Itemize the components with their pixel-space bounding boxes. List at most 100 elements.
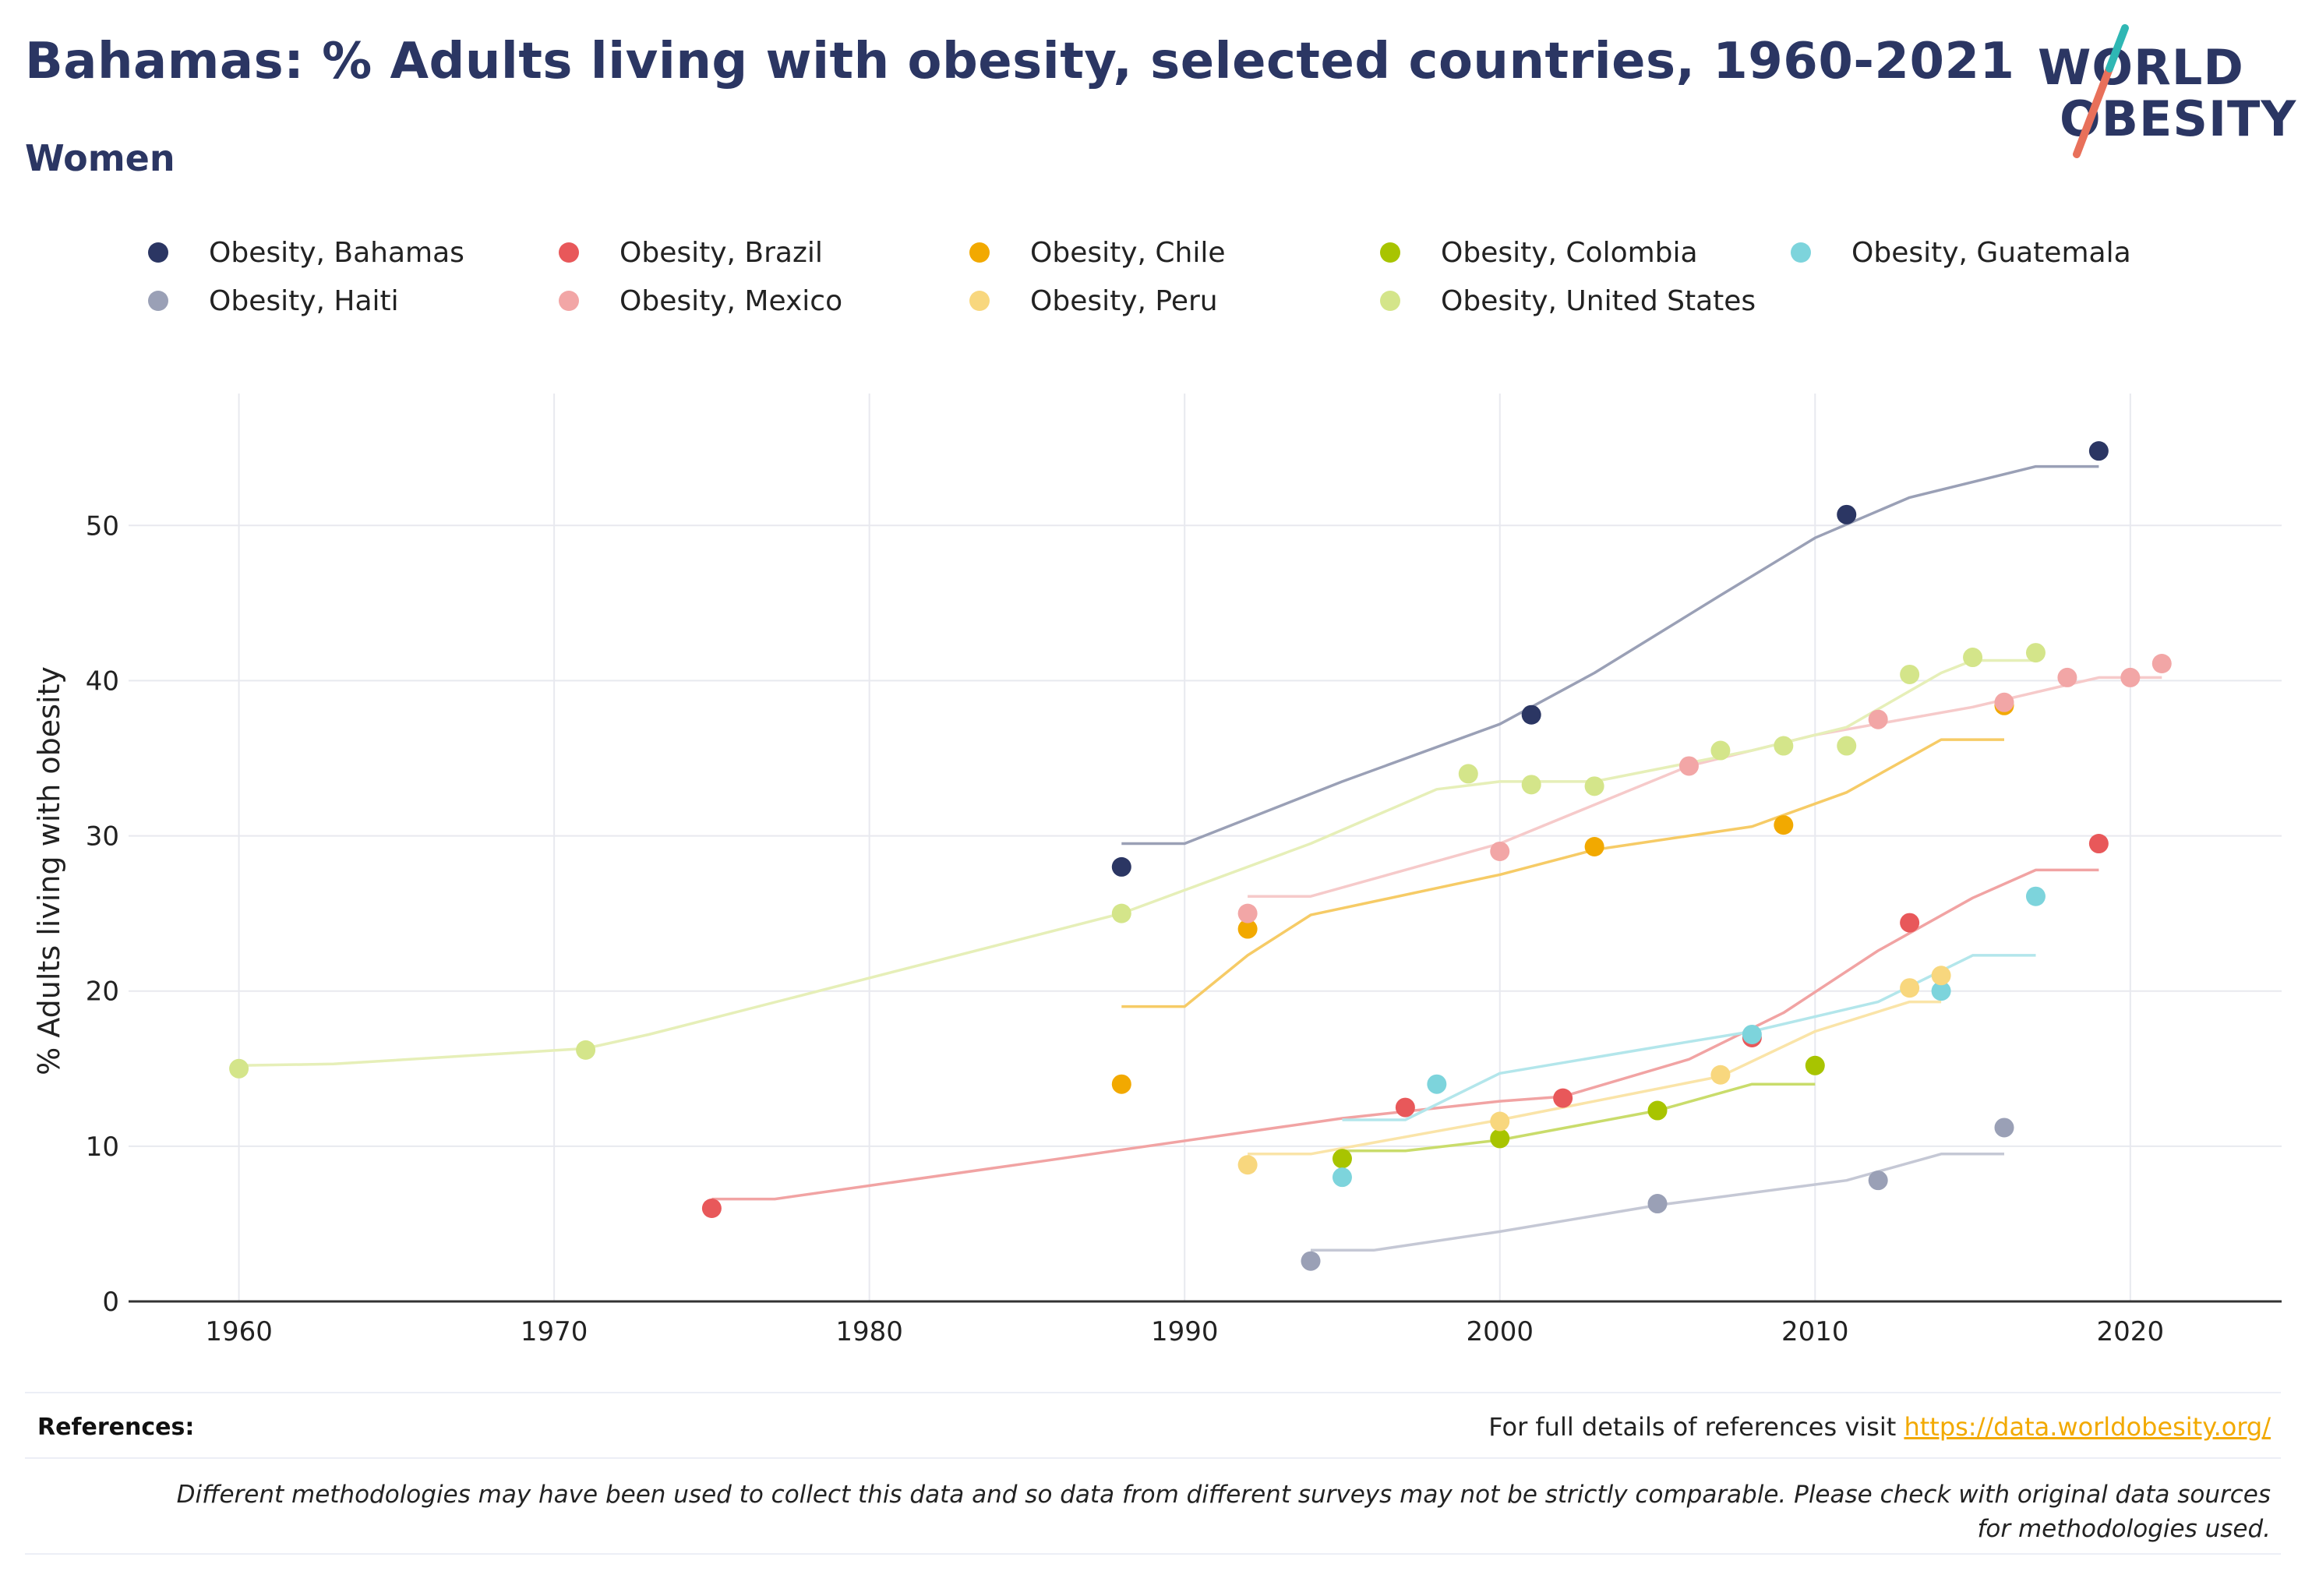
data-point	[1837, 504, 1857, 524]
legend-marker-icon	[969, 242, 990, 263]
legend-item[interactable]: Obesity, Chile	[969, 232, 1226, 273]
data-point	[1332, 1149, 1352, 1169]
data-point	[1301, 1251, 1321, 1271]
legend-label: Obesity, Mexico	[619, 284, 843, 317]
x-tick-label: 2020	[2097, 1316, 2165, 1347]
legend-marker-icon	[148, 291, 168, 311]
x-tick-label: 1970	[521, 1316, 588, 1347]
series-trend-line	[1248, 676, 2162, 898]
y-tick-label: 40	[86, 666, 119, 697]
data-point	[2025, 643, 2046, 663]
data-point	[1900, 913, 1920, 933]
y-tick-label: 20	[86, 976, 119, 1008]
y-tick-label: 50	[86, 510, 119, 542]
series-trend-line	[1342, 1082, 1816, 1153]
legend-item[interactable]: Obesity, Mexico	[559, 281, 842, 321]
divider	[25, 1553, 2281, 1555]
data-point	[1805, 1055, 1825, 1075]
legend-marker-icon	[1791, 242, 1811, 263]
data-point	[1900, 664, 1920, 684]
legend-item[interactable]: Obesity, Brazil	[559, 232, 823, 273]
data-point	[1994, 1118, 2014, 1138]
methodology-disclaimer: Different methodologies may have been us…	[176, 1481, 2271, 1543]
data-point	[2120, 667, 2141, 687]
data-point	[1111, 856, 1131, 877]
logo-slash-icon	[2073, 24, 2129, 158]
data-point	[1521, 704, 1541, 725]
legend-label: Obesity, Bahamas	[209, 236, 464, 269]
data-point	[1490, 1111, 1510, 1132]
data-point	[2025, 886, 2046, 906]
data-point	[1837, 736, 1857, 756]
series-trend-line	[1121, 464, 2099, 846]
data-point	[1584, 837, 1604, 857]
data-point	[1647, 1194, 1668, 1214]
data-point	[1931, 981, 1951, 1001]
data-point	[1237, 1155, 1258, 1175]
data-point	[1868, 709, 1888, 729]
data-point	[1237, 903, 1258, 923]
y-tick-label: 10	[86, 1132, 119, 1163]
data-point	[1490, 841, 1510, 861]
data-point	[1994, 692, 2014, 712]
legend-marker-icon	[969, 291, 990, 311]
references-label: References:	[37, 1414, 195, 1441]
legend-item[interactable]: Obesity, Haiti	[148, 281, 399, 321]
legend-label: Obesity, Haiti	[209, 284, 399, 317]
data-point	[1521, 775, 1541, 795]
legend-item[interactable]: Obesity, United States	[1380, 281, 1756, 321]
data-point	[1647, 1100, 1668, 1121]
data-point	[1332, 1167, 1352, 1188]
data-point	[229, 1058, 249, 1079]
legend-item[interactable]: Obesity, Bahamas	[148, 232, 464, 273]
x-tick-label: 2010	[1781, 1316, 1849, 1347]
legend-item[interactable]: Obesity, Colombia	[1380, 232, 1698, 273]
series-trend-line	[711, 868, 2099, 1201]
legend-marker-icon	[1380, 291, 1400, 311]
data-point	[1774, 736, 1794, 756]
legend-item[interactable]: Obesity, Guatemala	[1791, 232, 2131, 273]
data-point	[2088, 834, 2109, 854]
data-point	[1237, 919, 1258, 939]
data-point	[1111, 1074, 1131, 1094]
data-point	[1553, 1088, 1573, 1108]
x-tick-label: 1980	[835, 1316, 903, 1347]
references-text: For full details of references visit htt…	[1488, 1412, 2271, 1442]
data-point	[576, 1040, 596, 1060]
legend-label: Obesity, Chile	[1030, 236, 1226, 269]
y-tick-label: 30	[86, 821, 119, 853]
legend-label: Obesity, United States	[1441, 284, 1756, 317]
legend-marker-icon	[1380, 242, 1400, 263]
data-point	[1774, 815, 1794, 835]
data-point	[1900, 978, 1920, 998]
world-obesity-logo: WORLD OBESITY	[2038, 22, 2296, 162]
data-point	[1868, 1171, 1888, 1191]
legend-marker-icon	[559, 242, 579, 263]
x-tick-label: 1990	[1151, 1316, 1219, 1347]
series-trend-line	[238, 659, 2036, 1068]
x-tick-label: 1960	[205, 1316, 273, 1347]
data-point	[1710, 1065, 1731, 1085]
legend-item[interactable]: Obesity, Peru	[969, 281, 1218, 321]
legend-marker-icon	[559, 291, 579, 311]
logo-line-1: WORLD	[2038, 39, 2244, 96]
chart-plot: 0 10 20 30 40 50 1960 1970 1980 1990 2000 2010 2020%…	[32, 394, 2282, 1347]
data-point	[1963, 648, 1983, 668]
data-point	[1490, 1128, 1510, 1149]
data-point	[1111, 903, 1131, 923]
references-link[interactable]: https://data.worldobesity.org/	[1904, 1412, 2271, 1442]
data-point	[1931, 966, 1951, 986]
legend-label: Obesity, Colombia	[1441, 236, 1698, 269]
legend-label: Obesity, Guatemala	[1851, 236, 2131, 269]
references-intro: For full details of references visit	[1488, 1412, 1904, 1442]
legend-label: Obesity, Peru	[1030, 284, 1218, 317]
y-axis-label: % Adults living with obesity	[32, 666, 66, 1075]
y-tick-label: 0	[102, 1287, 119, 1318]
data-point	[2088, 441, 2109, 461]
data-point	[701, 1199, 722, 1219]
divider	[25, 1457, 2281, 1459]
legend-label: Obesity, Brazil	[619, 236, 823, 269]
x-tick-label: 2000	[1466, 1316, 1534, 1347]
data-point	[2151, 654, 2172, 674]
chart-subtitle: Women	[25, 137, 175, 179]
